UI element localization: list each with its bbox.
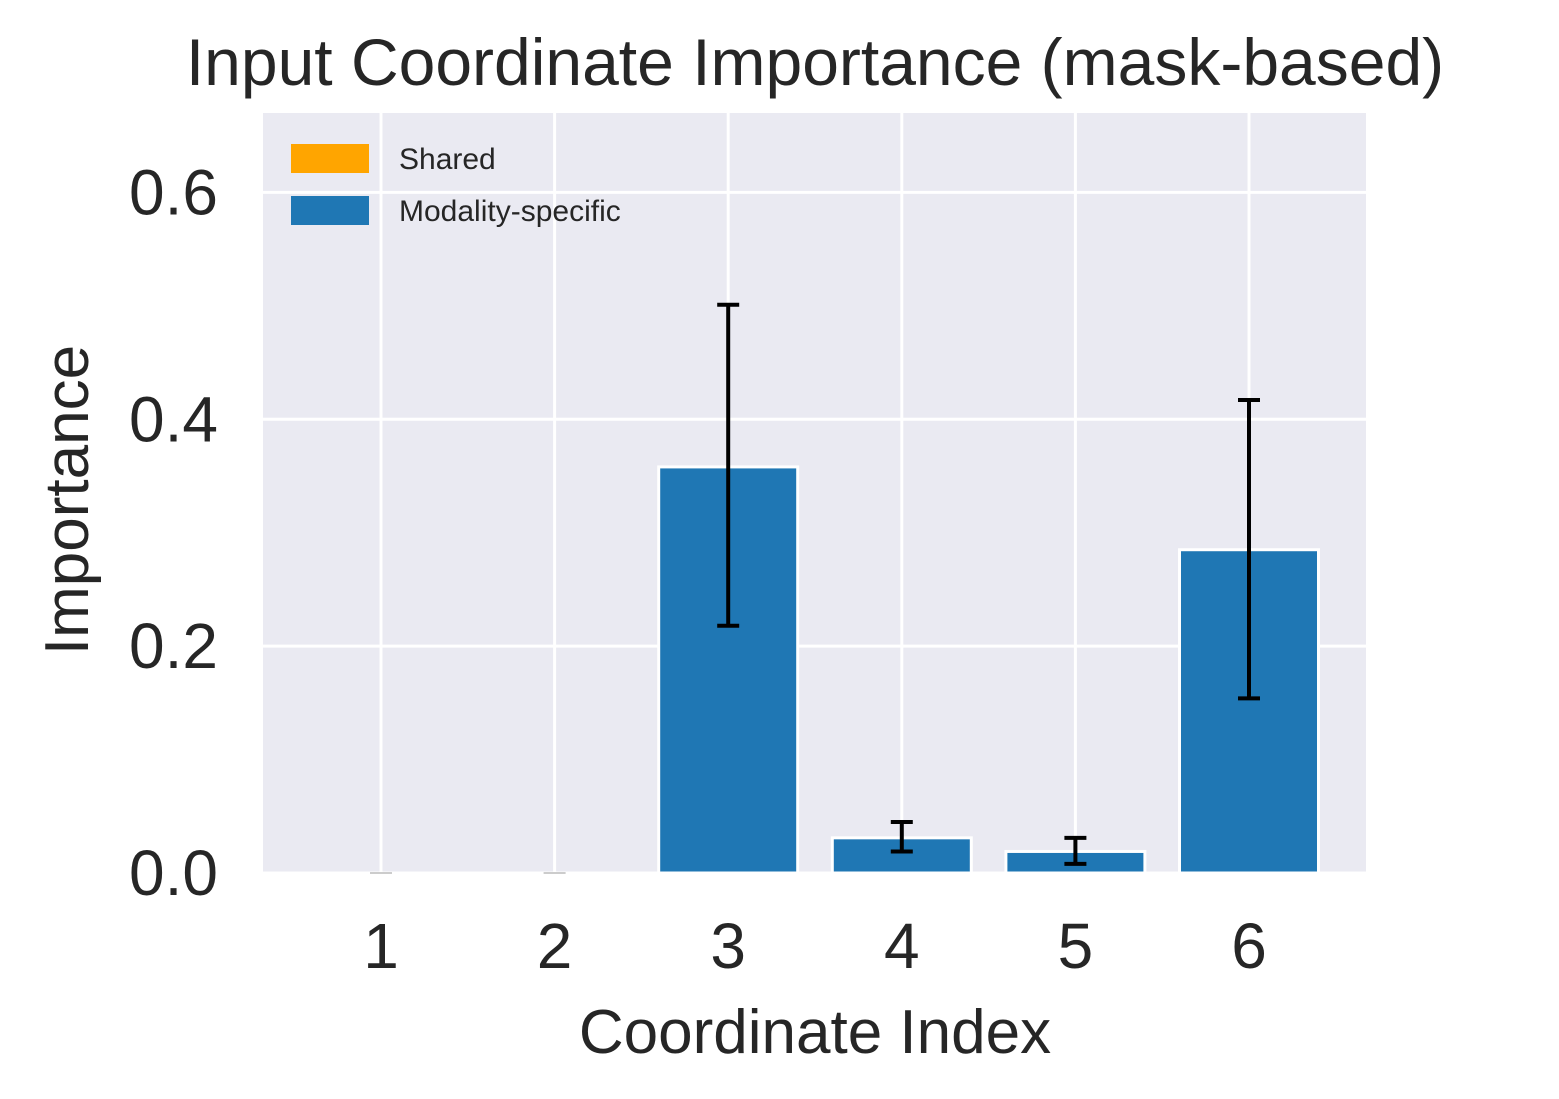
error-bar-coordinate-6 <box>1238 397 1260 701</box>
x-tick-labels: 1 2 3 4 5 6 <box>363 910 1267 982</box>
bar-coordinate-6 <box>1178 548 1320 875</box>
y-tick-label: 0.4 <box>129 383 218 455</box>
x-tick-label: 3 <box>710 910 746 982</box>
error-bar-coordinate-3 <box>717 302 740 628</box>
x-tick-label: 4 <box>884 910 920 982</box>
legend-label-shared: Shared <box>399 143 496 176</box>
y-axis-label: Importance <box>33 345 102 655</box>
x-tick-label: 1 <box>363 910 399 982</box>
chart-title: Input Coordinate Importance (mask-based) <box>186 25 1444 99</box>
legend-label-modality-specific: Modality-specific <box>399 195 621 228</box>
legend: Shared Modality-specific <box>291 143 621 228</box>
x-axis-label: Coordinate Index <box>579 998 1051 1067</box>
x-tick-label: 6 <box>1231 910 1267 982</box>
y-tick-labels: 0.0 0.2 0.4 0.6 <box>129 156 218 909</box>
legend-swatch-shared <box>291 144 369 173</box>
x-tick-label: 2 <box>537 910 573 982</box>
error-bars-layer <box>370 302 1260 874</box>
y-tick-label: 0.0 <box>129 837 218 909</box>
bars-layer <box>657 465 1320 875</box>
y-tick-label: 0.6 <box>129 156 218 228</box>
x-tick-label: 5 <box>1058 910 1094 982</box>
y-tick-label: 0.2 <box>129 610 218 682</box>
error-bar-coordinate-4 <box>890 819 913 854</box>
legend-swatch-modality-specific <box>291 196 369 225</box>
error-bar-coordinate-5 <box>1064 835 1087 866</box>
